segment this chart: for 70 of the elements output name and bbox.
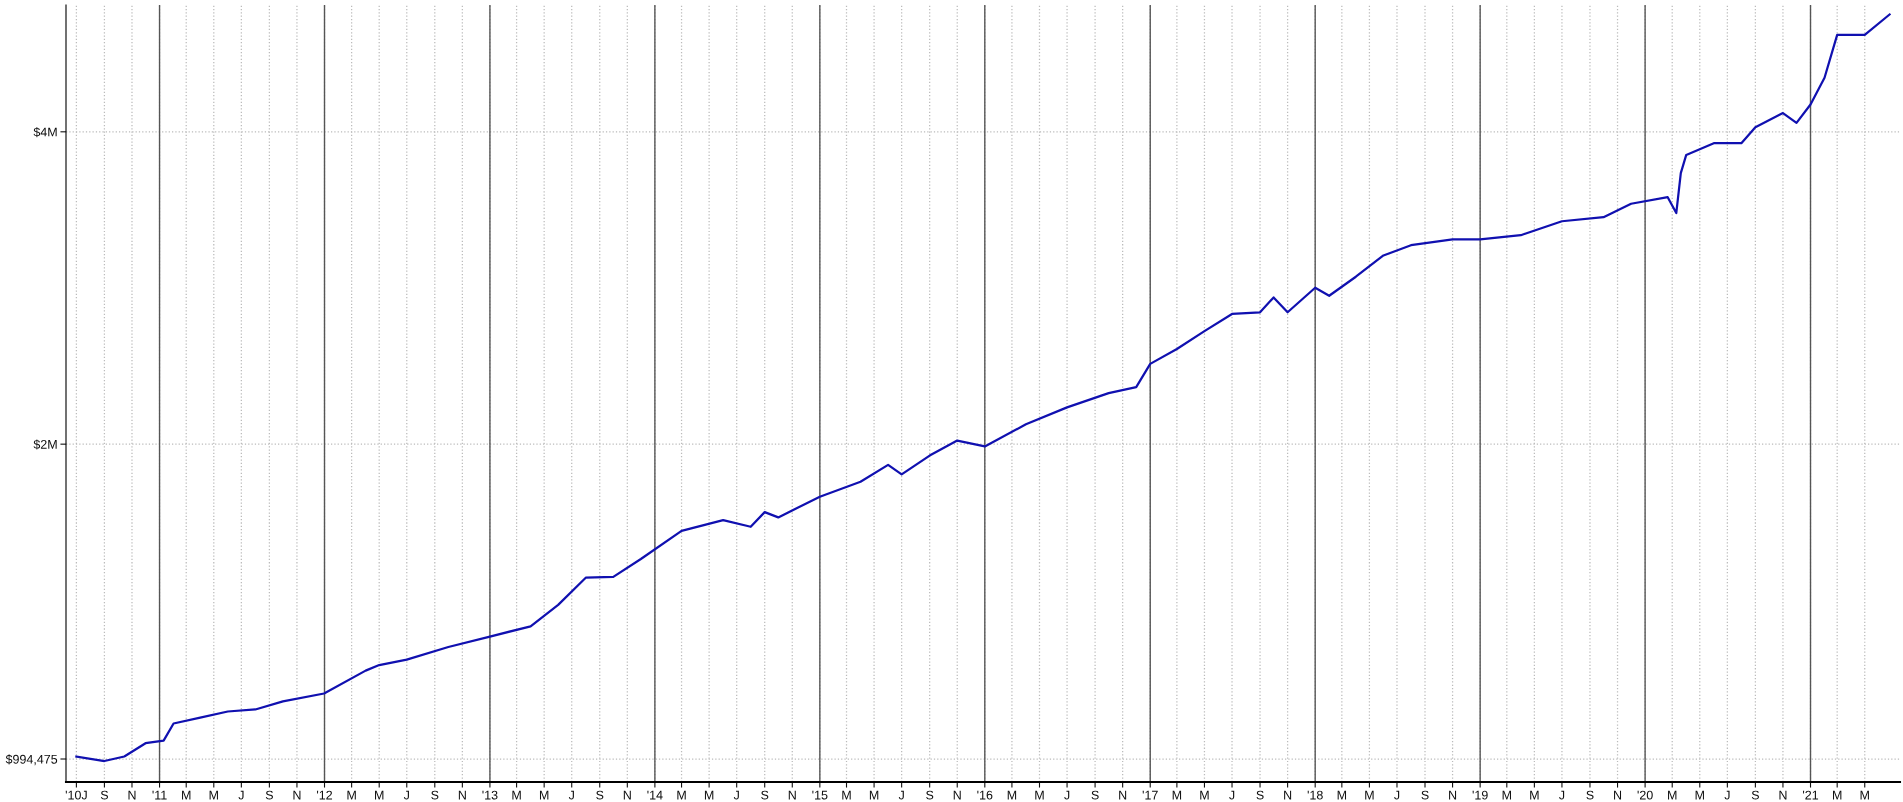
x-tick-label: '19 — [1472, 790, 1488, 800]
x-tick-label: M — [347, 790, 356, 800]
x-tick-label: '14 — [647, 790, 663, 800]
x-tick-label: N — [458, 790, 466, 800]
x-tick-label: J — [733, 790, 739, 800]
x-tick-label: J — [1394, 790, 1400, 800]
x-tick-label: S — [1421, 790, 1429, 800]
x-tick-label: N — [788, 790, 796, 800]
x-tick-label: '20 — [1637, 790, 1653, 800]
x-tick-label: M — [1365, 790, 1374, 800]
x-tick-label: N — [1449, 790, 1457, 800]
x-tick-label: S — [431, 790, 439, 800]
x-tick-label: N — [953, 790, 961, 800]
x-tick-label: M — [842, 790, 851, 800]
x-tick-label: J — [1064, 790, 1070, 800]
x-tick-label: M — [1668, 790, 1677, 800]
x-tick-label: J — [1229, 790, 1235, 800]
x-tick-label: J — [568, 790, 574, 800]
x-tick-label: M — [1860, 790, 1869, 800]
x-tick-label: M — [1695, 790, 1704, 800]
x-tick-label: N — [1284, 790, 1292, 800]
x-tick-label: S — [761, 790, 769, 800]
x-tick-label: M — [869, 790, 879, 800]
x-tick-label: M — [1007, 790, 1017, 800]
x-tick-label: '13 — [482, 790, 498, 800]
x-tick-label: '15 — [812, 790, 828, 800]
x-tick-label: M — [677, 790, 686, 800]
x-tick-label: N — [128, 790, 136, 800]
x-tick-label: J — [403, 790, 409, 800]
x-tick-label: J — [238, 790, 244, 800]
x-tick-label: '12 — [317, 790, 333, 800]
x-tick-label: '10J — [65, 790, 87, 800]
x-tick-label: N — [623, 790, 631, 800]
x-tick-label: M — [1337, 790, 1347, 800]
x-tick-label: S — [1091, 790, 1099, 800]
y-tick-label: $2M — [33, 439, 57, 450]
x-tick-label: N — [1119, 790, 1127, 800]
x-tick-label: '17 — [1142, 790, 1158, 800]
x-tick-label: J — [1559, 790, 1565, 800]
x-tick-label: M — [704, 790, 714, 800]
x-tick-label: '11 — [152, 790, 167, 800]
x-tick-label: S — [1256, 790, 1264, 800]
x-tick-label: '21 — [1803, 790, 1819, 800]
x-tick-label: N — [1779, 790, 1787, 800]
x-tick-label: S — [926, 790, 934, 800]
x-tick-label: M — [539, 790, 549, 800]
x-tick-label: S — [1586, 790, 1594, 800]
x-tick-label: M — [1172, 790, 1182, 800]
x-tick-label: S — [100, 790, 109, 800]
x-tick-label: S — [265, 790, 273, 800]
x-tick-label: J — [898, 790, 904, 800]
x-tick-label: J — [1724, 790, 1730, 800]
line-series — [75, 13, 1891, 763]
x-tick-label: N — [1614, 790, 1622, 800]
x-tick-label: M — [1200, 790, 1209, 800]
x-tick-label: M — [512, 790, 521, 800]
y-tick-label: $4M — [33, 127, 57, 138]
x-tick-label: M — [1035, 790, 1044, 800]
x-tick-label: M — [182, 790, 191, 800]
x-tick-label: '16 — [977, 790, 993, 800]
x-tick-label: M — [1502, 790, 1511, 800]
x-tick-label: S — [1751, 790, 1759, 800]
x-tick-label: M — [1530, 790, 1539, 800]
y-tick-label: $994,475 — [5, 754, 58, 766]
x-tick-label: M — [375, 790, 384, 800]
x-tick-label: S — [596, 790, 604, 800]
x-tick-label: M — [1833, 790, 1842, 800]
x-tick-label: '18 — [1307, 790, 1323, 800]
x-tick-label: M — [209, 790, 218, 800]
x-tick-label: N — [293, 790, 301, 800]
